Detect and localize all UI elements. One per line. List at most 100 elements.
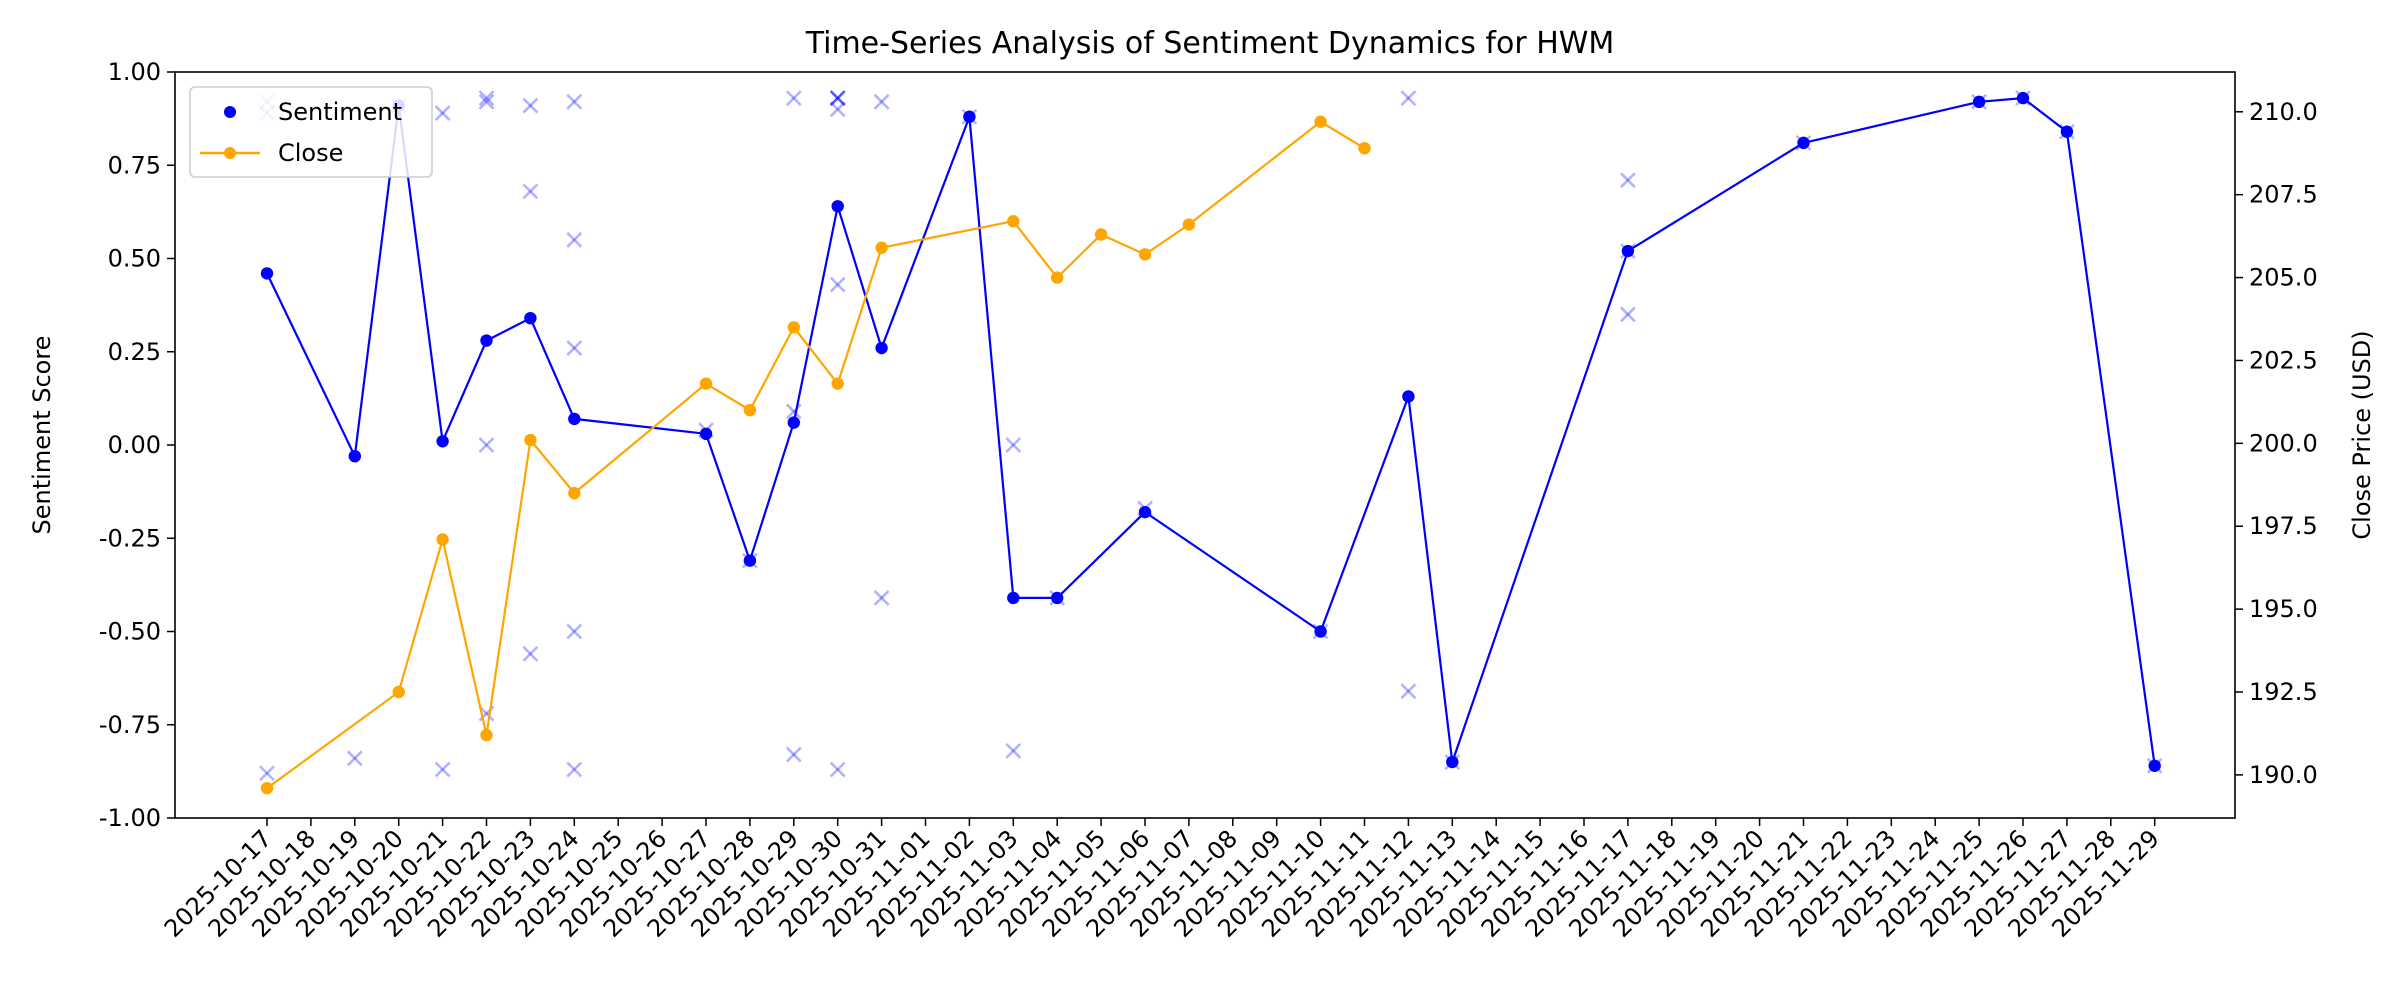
scatter-x-stroke [1619,306,1636,323]
scatter-x-marker [785,746,802,763]
scatter-x-stroke [785,746,802,763]
legend-box [189,86,433,178]
scatter-x-stroke [1005,437,1022,453]
series-point-sentiment [1007,591,1020,605]
scatter-x-stroke [829,90,846,107]
scatter-x-marker [478,90,495,107]
y-right-tick-label: 207.5 [2249,181,2318,209]
scatter-x-marker [566,340,583,356]
y-right-tick-label: 195.0 [2249,595,2318,623]
series-point-close [1138,248,1152,261]
series-point-sentiment [2148,759,2161,772]
scatter-x-stroke [522,97,539,114]
scatter-x-stroke [829,276,846,293]
scatter-x-marker [478,437,495,453]
scatter-x-marker [1400,683,1417,700]
scatter-x-stroke [434,761,451,778]
scatter-x-stroke [829,276,846,293]
scatter-x-stroke [566,623,583,640]
scatter-x-stroke [829,101,846,118]
scatter-x-marker [566,231,583,248]
scatter-x-stroke [478,93,495,110]
series-point-sentiment [2016,91,2030,105]
series-point-sentiment [1051,591,1064,605]
scatter-x-stroke [346,750,363,767]
scatter-x-marker [566,623,583,640]
y-left-tick-label: 1.00 [108,58,161,86]
scatter-x-marker [259,765,275,782]
scatter-x-stroke [478,90,495,107]
scatter-x-stroke [434,105,451,121]
scatter-x-stroke [1400,90,1417,107]
series-point-sentiment [1138,505,1152,519]
scatter-x-stroke [829,90,846,107]
series-point-sentiment [963,110,976,123]
y-left-tick-label: 0.25 [108,338,161,366]
y-right-tick-label: 205.0 [2249,264,2318,292]
series-line-sentiment [266,96,2156,766]
scatter-x-stroke [478,93,495,110]
scatter-x-stroke [566,761,583,778]
scatter-layer [259,90,2163,782]
series-point-close [1314,115,1327,128]
scatter-x-stroke [785,90,802,107]
scatter-x-stroke [829,761,846,778]
y-left-tick-label: 0.75 [108,151,161,179]
scatter-x-marker [785,90,802,107]
scatter-x-marker [829,90,846,107]
scatter-x-stroke [785,403,802,420]
series-point-sentiment [568,412,581,426]
scatter-x-stroke [478,705,495,722]
scatter-x-marker [829,761,846,778]
series-point-close [1358,142,1371,155]
series-point-sentiment [1402,390,1415,403]
y-right-tick-label: 210.0 [2249,98,2318,126]
legend-close-label: Close [278,139,343,167]
scatter-x-stroke [259,765,275,782]
scatter-x-marker [566,761,583,778]
scatter-x-stroke [873,93,890,110]
series-point-sentiment [743,554,757,567]
scatter-x-stroke [1400,683,1417,700]
series-point-sentiment [2060,125,2074,138]
scatter-x-marker [873,590,890,606]
scatter-x-stroke [566,231,583,248]
scatter-x-stroke [829,90,846,107]
scatter-x-marker [1005,742,1022,759]
scatter-x-stroke [785,746,802,763]
scatter-x-stroke [1005,742,1022,759]
scatter-x-stroke [522,645,539,662]
y-left-tick-label: -0.25 [99,524,161,552]
series-point-sentiment [1446,755,1459,769]
scatter-x-marker [1619,306,1636,323]
scatter-x-stroke [785,90,802,107]
scatter-x-marker [873,93,890,110]
series-point-close [787,321,800,334]
y-axis-right-title: Close Price (USD) [2348,330,2376,539]
scatter-x-marker [1005,437,1022,453]
chart-title: Time-Series Analysis of Sentiment Dynami… [805,26,1615,61]
y-left-tick-label: 0.50 [108,245,161,273]
scatter-x-stroke [259,765,275,782]
scatter-x-stroke [1619,306,1636,323]
series-point-close [1007,215,1020,228]
scatter-x-stroke [1005,742,1022,759]
series-point-sentiment [1972,95,1986,109]
legend-sentiment-label: Sentiment [278,98,402,126]
scatter-x-marker [1400,90,1417,107]
series-point-sentiment [875,341,888,355]
legend-sentiment-marker [224,106,236,118]
scatter-x-stroke [1619,172,1636,189]
scatter-x-stroke [434,105,451,121]
y-left-tick-label: 0.00 [108,431,161,459]
y-right-tick-label: 200.0 [2249,429,2318,457]
scatter-x-stroke [478,437,495,453]
series-point-sentiment [699,427,713,441]
plot-frame [174,71,2236,819]
scatter-x-marker [522,645,539,662]
series-point-close [436,533,449,546]
scatter-x-stroke [1619,172,1636,189]
scatter-x-stroke [478,90,495,107]
scatter-x-stroke [522,183,539,200]
